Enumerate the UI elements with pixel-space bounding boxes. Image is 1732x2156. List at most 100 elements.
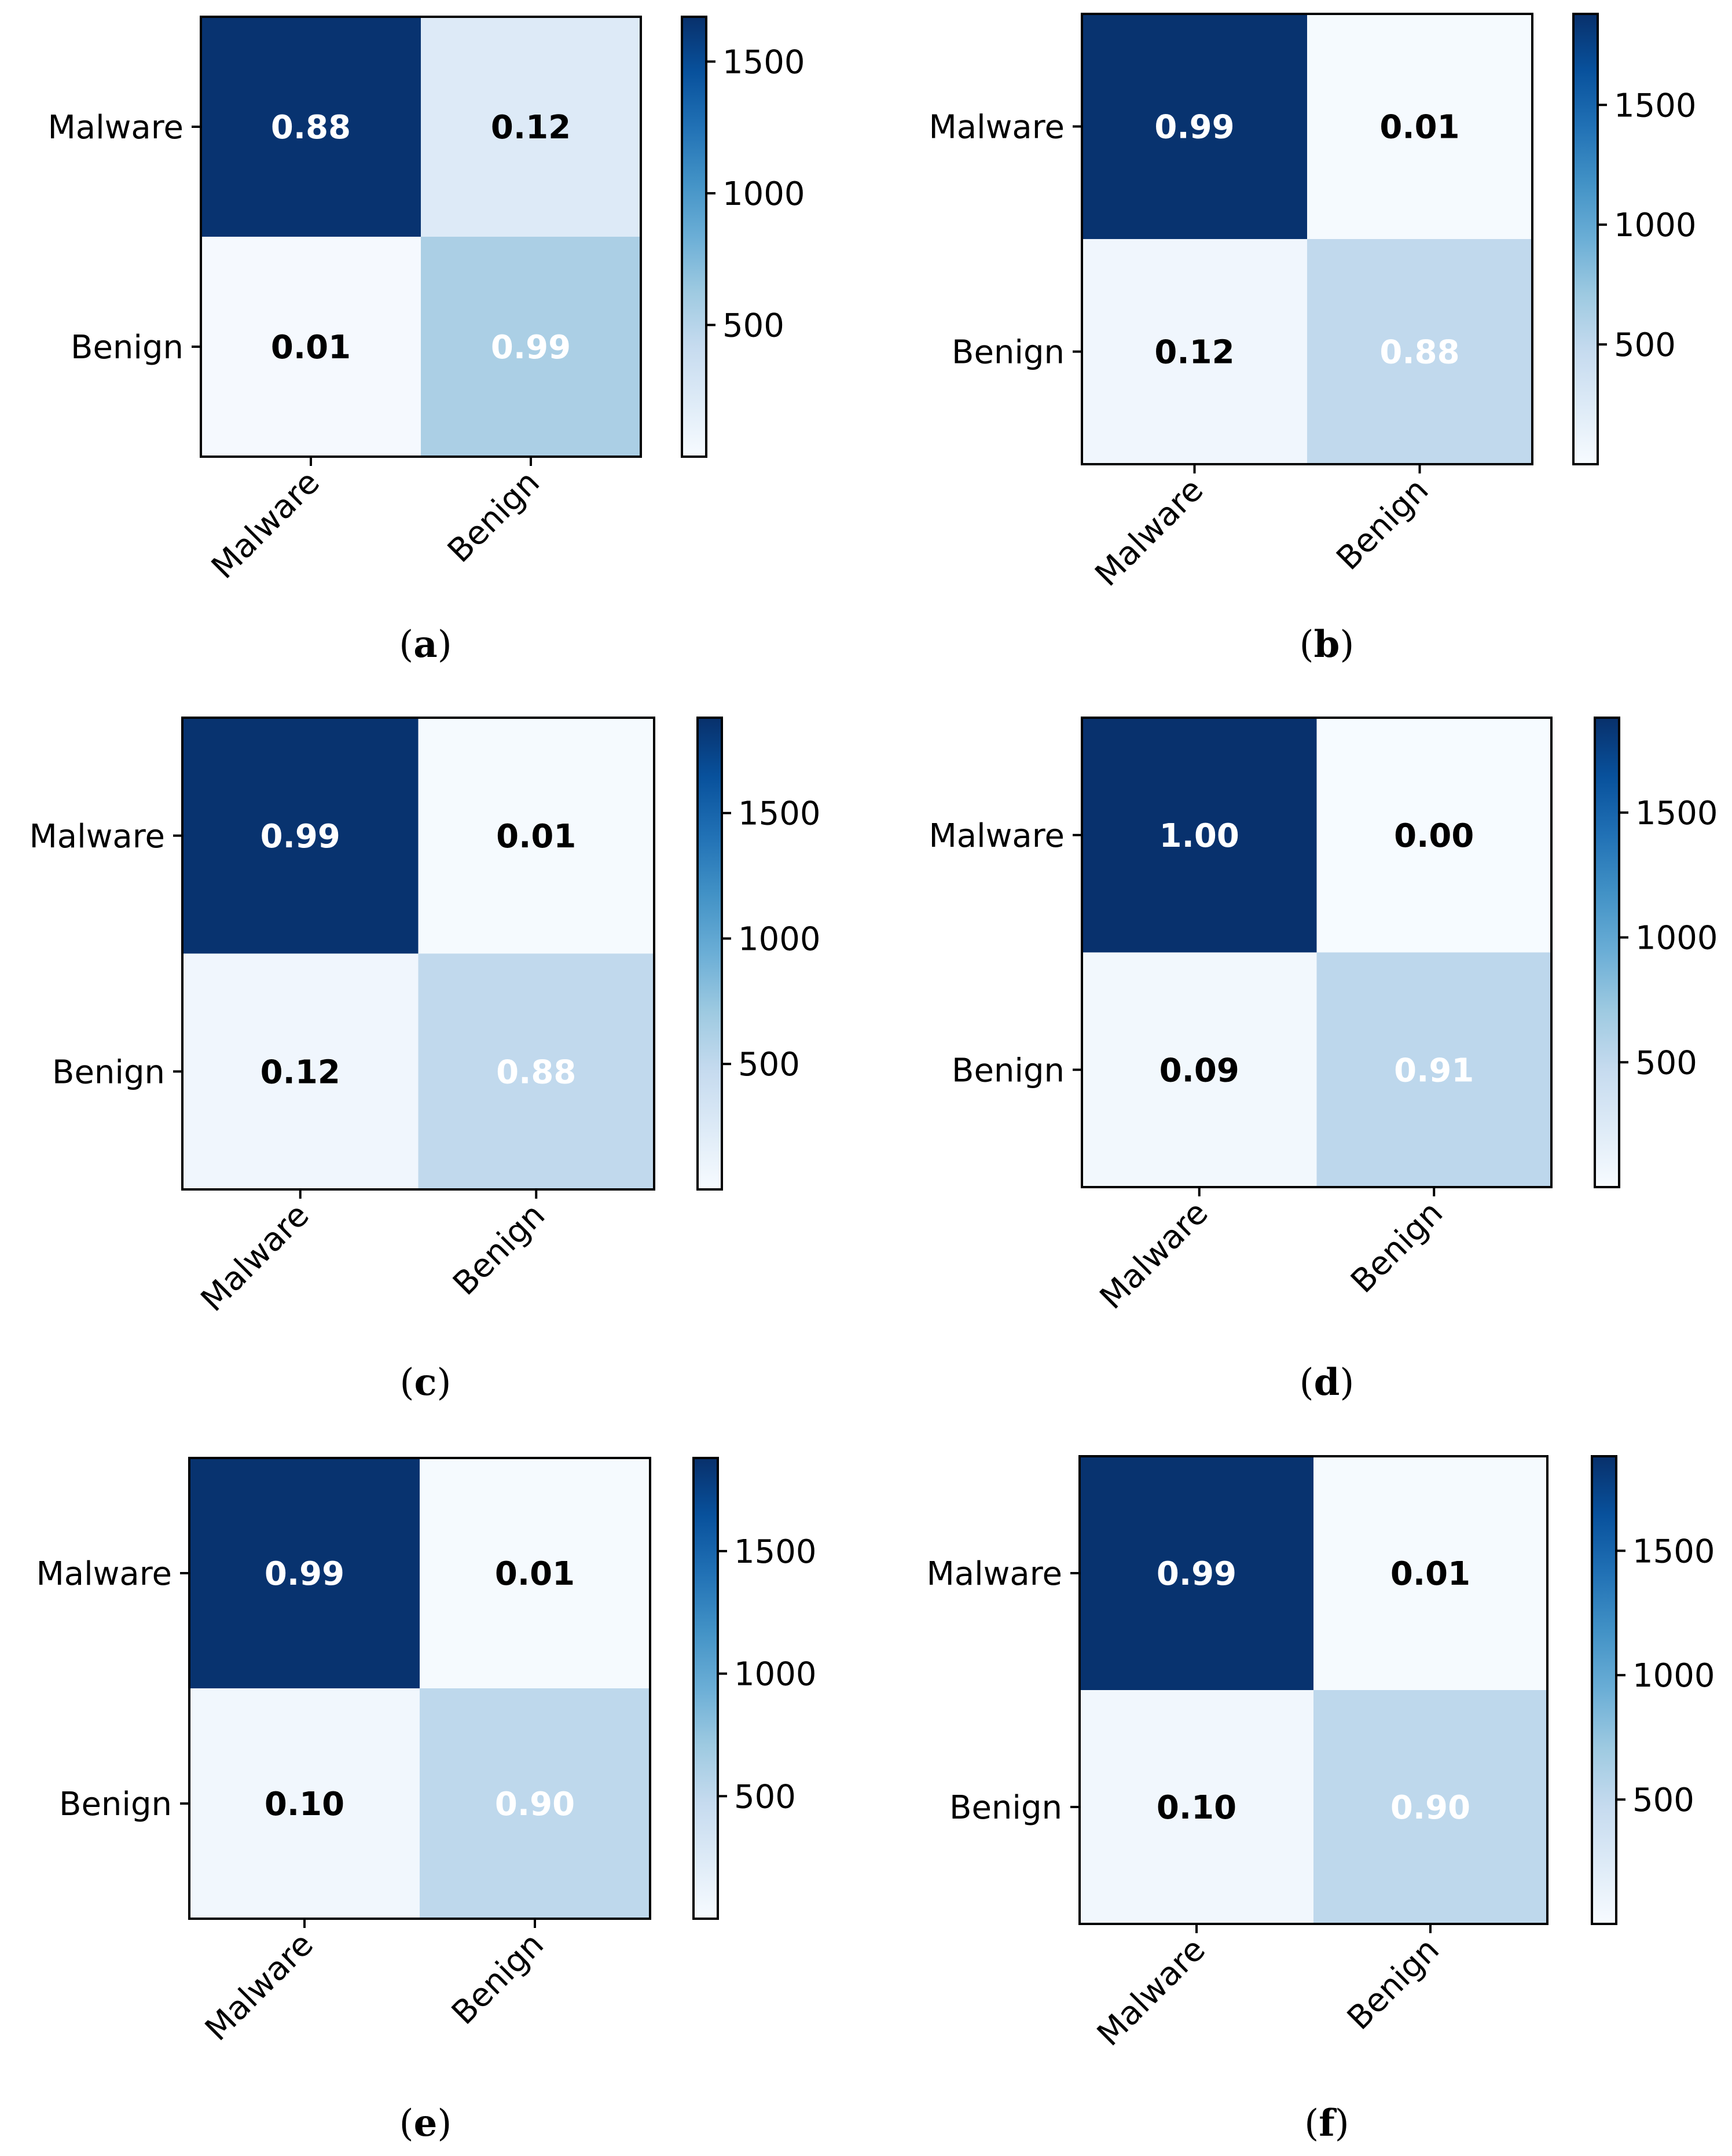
heatmap-cell <box>1316 718 1551 953</box>
cell-value-label: 0.91 <box>1394 1052 1474 1089</box>
caption-letter: e <box>414 2102 438 2145</box>
y-tick-label: Benign <box>952 1052 1065 1089</box>
confusion-matrix-f: 0.99 0.01 0.10 0.90 Malware Benign Malware Beni… <box>926 1455 1715 2145</box>
heatmap-cell <box>201 17 421 237</box>
colorbar <box>1572 13 1599 465</box>
cell-value-label: 0.12 <box>1154 334 1234 372</box>
colorbar-tick-label: 500 <box>1614 326 1676 364</box>
colorbar-tick-label: 1000 <box>1614 207 1697 244</box>
colorbar-tick-label: 1500 <box>734 1533 817 1571</box>
cell-value-label: 0.12 <box>260 1053 340 1091</box>
heatmap-frame <box>200 16 642 458</box>
y-tick-label: Malware <box>29 818 165 855</box>
cell-value-label: 0.12 <box>491 109 571 146</box>
cell-value-label: 0.99 <box>1154 109 1234 146</box>
y-tick-label: Malware <box>926 1555 1062 1593</box>
cell-value-label: 0.01 <box>496 818 576 855</box>
colorbar-tick-label: 500 <box>1632 1782 1694 1819</box>
cell-value-label: 0.01 <box>1379 109 1459 146</box>
x-tick-label: Benign <box>1330 471 1436 578</box>
colorbar-tick-label: 500 <box>1635 1044 1697 1082</box>
heatmap-cell <box>1080 1690 1313 1924</box>
heatmap-cell <box>1313 1690 1547 1924</box>
subfigure-caption: (e) <box>399 2102 452 2145</box>
colorbar-tick-label: 1500 <box>1632 1533 1715 1570</box>
colorbar-tick-label: 1500 <box>722 43 805 81</box>
subfigure-caption: (a) <box>399 623 452 666</box>
y-tick-label: Benign <box>71 329 184 366</box>
colorbar-tick-label: 1500 <box>738 795 821 833</box>
cell-value-label: 0.99 <box>1157 1555 1236 1593</box>
confusion-matrix-c: 0.99 0.01 0.12 0.88 Malware Benign Malware Beni… <box>29 717 821 1404</box>
colorbar-tick-label: 1500 <box>1635 795 1718 832</box>
colorbar <box>696 717 723 1191</box>
x-tick-label: Malware <box>198 1926 321 2048</box>
colorbar-tick-label: 1500 <box>1614 87 1697 124</box>
subfigure-caption: (b) <box>1300 623 1355 666</box>
cell-value-label: 0.90 <box>1390 1789 1470 1827</box>
cell-value-label: 0.99 <box>260 818 340 855</box>
x-tick-label: Malware <box>1090 1931 1213 2054</box>
heatmap-cell <box>1313 1456 1547 1690</box>
heatmap-frame <box>1081 717 1553 1188</box>
cell-value-label: 0.01 <box>271 329 351 366</box>
y-tick-label: Malware <box>47 109 184 146</box>
x-tick-label: Malware <box>1093 1194 1216 1317</box>
colorbar-tick-label: 1000 <box>738 920 821 958</box>
heatmap-frame <box>1081 13 1533 465</box>
subfigure-caption: (f) <box>1304 2102 1349 2145</box>
heatmap-cell <box>418 953 654 1189</box>
x-tick-label: Malware <box>204 464 327 586</box>
y-tick-label: Malware <box>929 109 1065 146</box>
confusion-matrix-b: 0.99 0.01 0.12 0.88 Malware Benign Malware Beni… <box>929 13 1697 666</box>
cell-value-label: 0.88 <box>496 1053 576 1091</box>
heatmap-cell <box>1316 952 1551 1187</box>
heatmap-frame <box>188 1457 651 1920</box>
heatmap-cell <box>189 1688 420 1919</box>
heatmap-cell <box>182 953 419 1189</box>
cell-value-label: 0.10 <box>265 1786 344 1823</box>
cell-value-label: 0.09 <box>1159 1052 1239 1089</box>
cell-value-label: 0.00 <box>1394 817 1474 855</box>
x-tick-label: Benign <box>1344 1194 1450 1301</box>
colorbar <box>1594 717 1620 1188</box>
colorbar <box>692 1457 719 1920</box>
heatmap-cell <box>1307 14 1532 239</box>
cell-value-label: 1.00 <box>1159 817 1239 855</box>
cell-value-label: 0.88 <box>1379 334 1459 372</box>
cell-value-label: 0.99 <box>491 329 571 366</box>
cell-value-label: 0.01 <box>495 1555 575 1593</box>
caption-letter: c <box>414 1361 437 1404</box>
colorbar-tick-label: 500 <box>722 307 784 344</box>
heatmap-cell <box>1082 14 1307 239</box>
colorbar <box>1591 1455 1617 1925</box>
heatmap-cell <box>420 1458 650 1688</box>
y-tick-label: Malware <box>36 1555 172 1593</box>
confusion-matrix-e: 0.99 0.01 0.10 0.90 Malware Benign Malware Beni… <box>36 1457 817 2145</box>
caption-letter: d <box>1314 1361 1340 1404</box>
y-tick-label: Malware <box>929 817 1065 855</box>
cell-value-label: 0.10 <box>1157 1789 1236 1827</box>
y-tick-label: Benign <box>59 1786 172 1823</box>
heatmap-frame <box>181 717 655 1191</box>
y-tick-label: Benign <box>949 1789 1062 1827</box>
cell-value-label: 0.90 <box>495 1786 575 1823</box>
caption-letter: f <box>1319 2102 1337 2145</box>
confusion-matrix-a: 0.88 0.12 0.01 0.99 Malware Benign Malware Beni… <box>47 16 805 666</box>
colorbar-tick-label: 1000 <box>734 1656 817 1694</box>
heatmap-cell <box>201 237 421 457</box>
cell-value-label: 0.99 <box>265 1555 344 1593</box>
colorbar <box>681 16 707 458</box>
colorbar-tick-label: 1000 <box>1635 920 1718 957</box>
y-tick-label: Benign <box>952 334 1065 372</box>
heatmap-cell <box>421 17 641 237</box>
x-tick-label: Benign <box>1340 1931 1447 2037</box>
confusion-matrix-d: 1.00 0.00 0.09 0.91 Malware Benign Malware Beni… <box>929 717 1718 1404</box>
x-tick-label: Benign <box>446 1196 552 1303</box>
colorbar-tick-label: 1000 <box>722 175 805 213</box>
heatmap-cell <box>189 1458 420 1688</box>
y-tick-label: Benign <box>52 1053 165 1091</box>
heatmap-cell <box>421 237 641 457</box>
heatmap-frame <box>1078 1455 1548 1925</box>
